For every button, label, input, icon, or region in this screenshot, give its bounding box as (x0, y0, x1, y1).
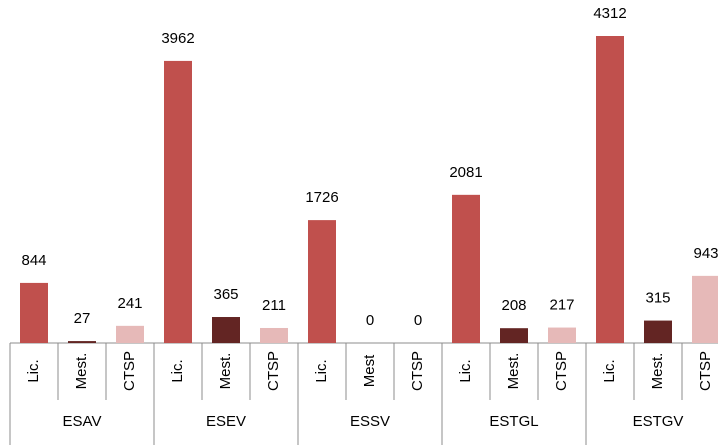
bar (596, 36, 624, 343)
value-label: 315 (645, 290, 670, 307)
bar (308, 220, 336, 343)
value-label: 2081 (449, 164, 482, 181)
category-label: CTSP (409, 351, 426, 391)
value-label: 27 (74, 310, 91, 327)
category-label: CTSP (265, 351, 282, 391)
category-label: CTSP (697, 351, 714, 391)
group-label: ESSV (350, 413, 390, 430)
group-label: ESEV (206, 413, 246, 430)
value-label: 3962 (161, 30, 194, 47)
bar (500, 328, 528, 343)
value-label: 0 (414, 312, 422, 329)
bar (20, 282, 48, 343)
bar (644, 320, 672, 343)
bar (212, 317, 240, 343)
category-label: CTSP (553, 351, 570, 391)
value-label: 4312 (593, 5, 626, 22)
group-label: ESAV (63, 413, 102, 430)
value-label: 943 (693, 245, 718, 262)
value-label: 211 (262, 297, 286, 314)
bar (260, 327, 288, 343)
value-label: 208 (501, 297, 526, 314)
bar (548, 327, 576, 343)
value-label: 844 (21, 252, 46, 269)
bar (116, 325, 144, 343)
value-label: 1726 (305, 189, 338, 206)
category-label: Mest. (505, 353, 522, 390)
value-label: 0 (366, 312, 374, 329)
category-label: Mest. (217, 353, 234, 390)
group-label: ESTGL (489, 413, 538, 430)
category-label: Mest. (649, 353, 666, 390)
category-label: Lic. (25, 359, 42, 382)
bar (452, 194, 480, 343)
category-label: CTSP (121, 351, 138, 391)
category-label: Lic. (313, 359, 330, 382)
bar (68, 341, 96, 343)
category-label: Lic. (601, 359, 618, 382)
category-label: Mest. (73, 353, 90, 390)
group-label: ESTGV (633, 413, 684, 430)
category-label: Lic. (457, 359, 474, 382)
value-label: 365 (213, 286, 238, 303)
bar (164, 60, 192, 344)
category-label: Lic. (169, 359, 186, 382)
value-label: 241 (117, 295, 142, 312)
bar (692, 275, 718, 343)
value-label: 217 (549, 297, 574, 314)
category-label: Mest (361, 354, 378, 387)
